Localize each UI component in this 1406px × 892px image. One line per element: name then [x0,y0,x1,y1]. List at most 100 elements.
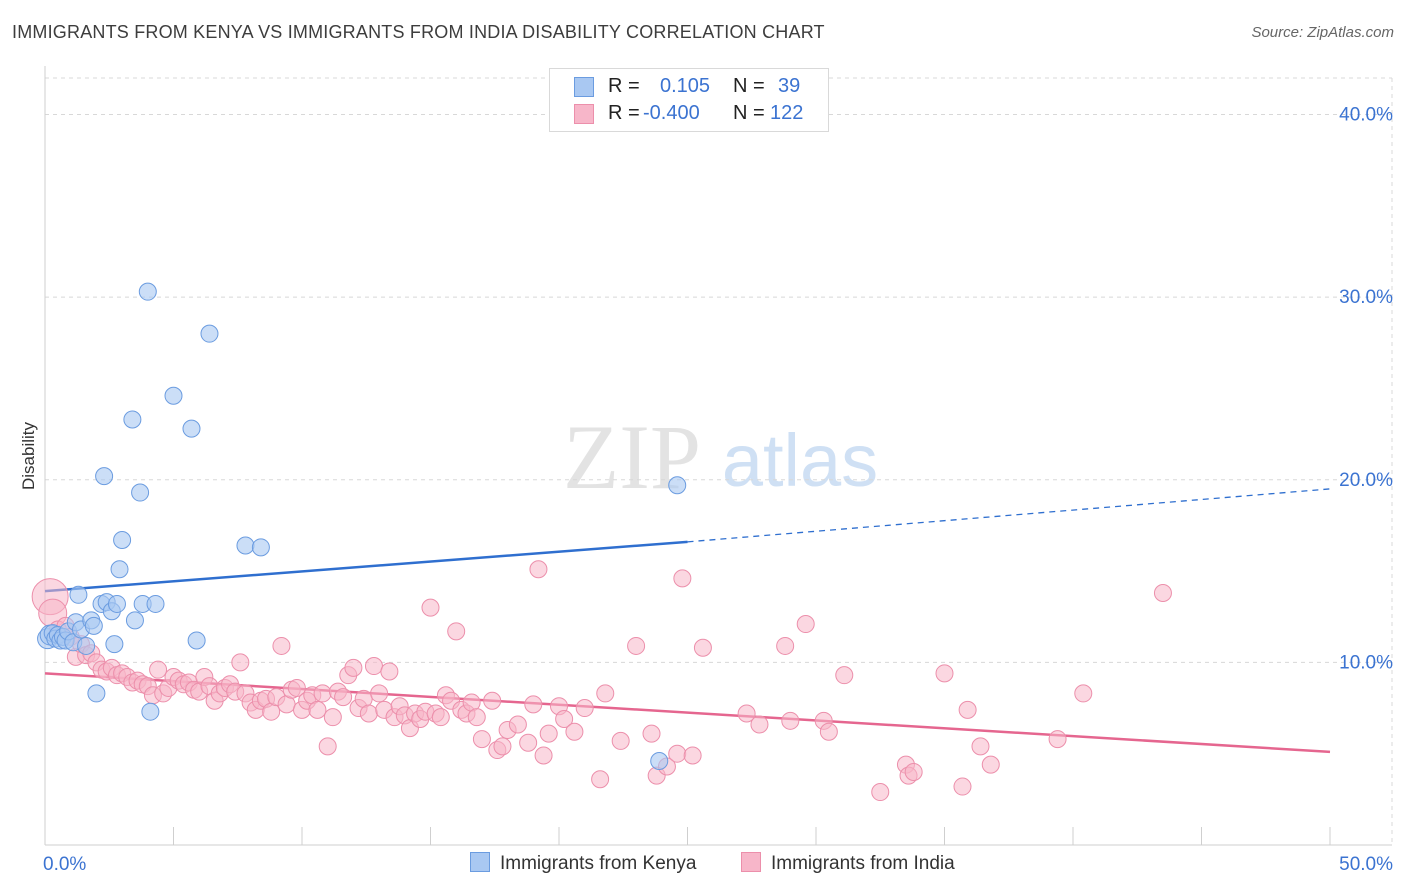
india-point [627,636,646,655]
india-point [539,724,558,743]
india-point [467,708,486,727]
india-point [611,731,630,750]
india-point [334,688,353,707]
india-point [575,699,594,718]
kenya-point [84,616,103,635]
india-point [380,662,399,681]
india-point [524,695,543,714]
kenya-point [236,536,255,555]
india-point [750,715,769,734]
india-point [642,724,661,743]
bottom-india-label: Immigrants from India [771,853,955,874]
y-axis-label: Disability [19,421,38,490]
india-point [591,770,610,789]
kenya-point [138,282,157,301]
kenya-point [113,531,132,550]
kenya-point [146,594,165,613]
source-label: Source: ZipAtlas.com [1251,24,1394,41]
kenya-trend-extension [687,488,1331,543]
kenya-point [77,636,96,655]
bottom-legend-india: Immigrants from India [741,852,955,875]
india-point [519,733,538,752]
trend-lines [44,488,1331,754]
tick-labels: 10.0% 20.0% 30.0% 40.0% 0.0% 50.0% [43,105,1393,875]
india-point [308,700,327,719]
kenya-point [187,631,206,650]
kenya-point [95,467,114,486]
india-point [673,569,692,588]
india-point [1048,730,1067,749]
watermark-atlas: atlas [722,419,878,502]
kenya-point [69,585,88,604]
kenya-point [182,419,201,438]
india-point [819,722,838,741]
india-point [231,653,250,672]
india-point [370,684,389,703]
india-point [447,622,466,641]
correlation-legend: R = 0.105 N = 39 R = -0.400 N = 122 [549,68,829,132]
kenya-point [251,538,270,557]
india-point [693,638,712,657]
zipatlas-watermark: ZIP atlas [563,406,878,508]
kenya-point [200,324,219,343]
india-point [935,664,954,683]
india-point [344,658,363,677]
x-tick-label: 0.0% [43,854,86,875]
x-tick-label: 50.0% [1339,854,1393,875]
kenya-point [650,751,669,770]
india-point [149,660,168,679]
y-tick-label: 40.0% [1339,105,1393,126]
kenya-point [131,483,150,502]
india-point [1153,583,1172,602]
kenya-point [141,702,160,721]
india-point [318,737,337,756]
india-point [1074,684,1093,703]
india-point [835,666,854,685]
india-swatch [574,104,594,124]
india-point [493,737,512,756]
india-n-value: 122 [770,102,804,124]
india-point [981,755,1000,774]
india-point [483,691,502,710]
india-point [565,722,584,741]
india-point [529,560,548,579]
legend-row-india: R = -0.400 N = 122 [550,102,828,128]
legend-row-kenya: R = 0.105 N = 39 [550,75,828,101]
kenya-swatch [574,77,594,97]
india-point [272,636,291,655]
bottom-india-swatch [741,852,761,872]
india-point [958,700,977,719]
kenya-point [668,476,687,495]
india-point [668,744,687,763]
india-point [323,708,342,727]
india-point [971,737,990,756]
india-point [555,709,574,728]
kenya-point [110,560,129,579]
india-point [781,711,800,730]
bottom-kenya-swatch [470,852,490,872]
kenya-point [87,684,106,703]
data-points [31,282,1172,802]
kenya-point [123,410,142,429]
y-tick-label: 20.0% [1339,470,1393,491]
india-point [683,746,702,765]
india-point [364,657,383,676]
india-point [871,783,890,802]
india-point [287,678,306,697]
india-trend-line [44,672,1331,754]
india-point [534,746,553,765]
kenya-r-value: 0.105 [660,75,711,97]
bottom-legend-kenya: Immigrants from Kenya [470,852,696,875]
india-point [431,708,450,727]
kenya-r-label: R = [608,75,640,97]
india-r-value: -0.400 [643,102,700,124]
india-point [313,684,332,703]
axes [44,66,1392,846]
y-tick-label: 30.0% [1339,287,1393,308]
kenya-trend-line [44,540,688,593]
kenya-n-value: 39 [778,75,801,97]
india-point [596,684,615,703]
india-point [421,598,440,617]
india-n-label: N = [733,102,765,124]
